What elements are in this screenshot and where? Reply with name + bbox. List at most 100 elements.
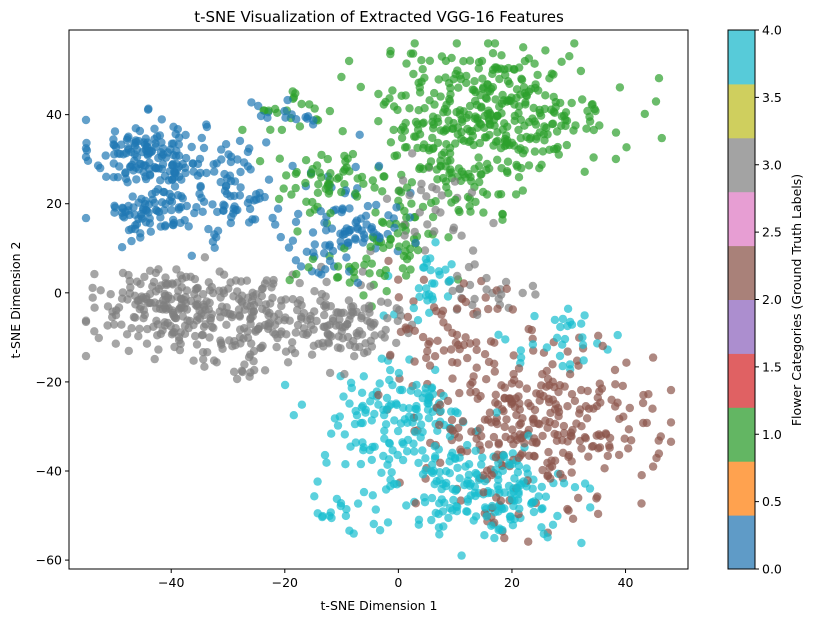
- scatter-point-class-2: [489, 432, 499, 442]
- scatter-point-class-4: [447, 260, 456, 269]
- scatter-point-class-4: [349, 529, 358, 538]
- scatter-point-class-1: [394, 196, 403, 205]
- scatter-point-class-0: [136, 233, 145, 242]
- scatter-point-class-1: [540, 122, 549, 131]
- scatter-point-class-4: [320, 450, 330, 460]
- scatter-point-class-3: [122, 330, 132, 339]
- scatter-point-class-2: [394, 293, 403, 302]
- scatter-point-class-3: [234, 305, 244, 314]
- scatter-point-class-1: [469, 140, 478, 150]
- scatter-point-class-2: [374, 390, 383, 400]
- scatter-point-class-1: [474, 64, 483, 73]
- scatter-point-class-4: [431, 238, 440, 247]
- scatter-point-class-4: [326, 508, 335, 517]
- scatter-point-class-1: [291, 183, 300, 193]
- scatter-point-class-1: [537, 160, 546, 169]
- scatter-point-class-4: [430, 480, 439, 489]
- scatter-point-class-3: [306, 311, 315, 321]
- scatter-point-class-1: [301, 156, 311, 165]
- scatter-point-class-2: [472, 363, 481, 372]
- scatter-point-class-3: [400, 231, 409, 240]
- scatter-point-class-2: [554, 412, 563, 421]
- scatter-point-class-0: [321, 226, 331, 235]
- scatter-point-class-1: [524, 87, 533, 96]
- scatter-point-class-2: [447, 345, 456, 354]
- scatter-point-class-0: [151, 205, 161, 215]
- scatter-point-class-2: [595, 443, 605, 452]
- scatter-point-class-2: [566, 431, 575, 440]
- scatter-point-class-1: [324, 189, 333, 198]
- scatter-point-class-1: [521, 100, 530, 109]
- scatter-point-class-4: [482, 512, 491, 521]
- scatter-point-class-0: [157, 115, 166, 124]
- scatter-point-class-1: [615, 83, 625, 92]
- scatter-point-class-0: [288, 161, 297, 171]
- scatter-point-class-4: [566, 317, 575, 327]
- scatter-point-class-3: [267, 283, 276, 292]
- scatter-point-class-0: [296, 262, 306, 271]
- scatter-point-class-4: [492, 408, 501, 417]
- scatter-point-class-1: [304, 263, 313, 272]
- scatter-point-class-0: [233, 155, 242, 164]
- scatter-point-class-4: [487, 521, 496, 530]
- scatter-point-class-0: [187, 251, 196, 260]
- scatter-point-class-4: [388, 380, 397, 390]
- scatter-point-class-4: [580, 479, 590, 488]
- scatter-point-class-4: [428, 389, 438, 399]
- scatter-point-class-1: [415, 130, 425, 139]
- scatter-point-class-3: [81, 317, 91, 327]
- scatter-point-class-1: [386, 49, 395, 59]
- scatter-point-class-1: [451, 195, 460, 204]
- scatter-point-class-3: [312, 316, 321, 326]
- scatter-point-class-0: [256, 111, 266, 121]
- scatter-point-class-4: [356, 418, 365, 428]
- scatter-point-class-3: [111, 339, 121, 348]
- scatter-point-class-4: [471, 512, 481, 521]
- scatter-point-class-3: [268, 293, 277, 303]
- scatter-point-class-2: [619, 412, 628, 421]
- scatter-point-class-3: [322, 277, 331, 287]
- scatter-point-class-4: [542, 343, 552, 352]
- scatter-point-class-1: [517, 163, 526, 173]
- scatter-point-class-3: [272, 342, 281, 352]
- scatter-point-class-0: [110, 127, 120, 136]
- scatter-point-class-1: [425, 96, 434, 105]
- scatter-point-class-2: [522, 384, 531, 393]
- scatter-point-class-4: [398, 455, 408, 465]
- colorbar-tick-label: 3.0: [762, 157, 782, 172]
- scatter-point-class-4: [402, 447, 412, 456]
- scatter-point-class-1: [488, 83, 498, 92]
- scatter-point-class-1: [285, 275, 294, 285]
- scatter-point-class-3: [358, 267, 367, 276]
- scatter-point-class-3: [238, 367, 247, 377]
- scatter-point-class-4: [477, 460, 486, 469]
- scatter-point-class-4: [543, 533, 552, 542]
- scatter-point-class-0: [174, 172, 184, 181]
- scatter-point-class-2: [439, 346, 449, 355]
- scatter-point-class-1: [430, 88, 439, 98]
- scatter-point-class-1: [337, 72, 346, 82]
- scatter-point-class-0: [236, 167, 245, 177]
- scatter-point-class-3: [258, 284, 267, 293]
- scatter-point-class-0: [316, 207, 325, 216]
- scatter-point-class-4: [577, 538, 586, 548]
- scatter-point-class-3: [226, 278, 235, 287]
- scatter-point-class-2: [644, 390, 653, 399]
- scatter-point-class-3: [174, 333, 184, 342]
- scatter-point-class-3: [185, 316, 195, 326]
- scatter-point-class-1: [266, 125, 275, 134]
- scatter-point-class-3: [228, 342, 237, 351]
- scatter-point-class-2: [538, 431, 547, 441]
- scatter-point-class-2: [593, 509, 603, 519]
- scatter-point-class-1: [398, 222, 407, 231]
- scatter-point-class-2: [502, 284, 511, 293]
- scatter-point-class-1: [471, 112, 480, 121]
- scatter-point-class-3: [288, 338, 297, 347]
- scatter-point-class-0: [132, 175, 141, 184]
- scatter-point-class-1: [326, 209, 335, 218]
- scatter-point-class-3: [437, 191, 446, 200]
- scatter-point-class-3: [448, 286, 457, 296]
- scatter-point-class-0: [199, 143, 209, 153]
- scatter-point-class-1: [553, 142, 562, 152]
- scatter-point-class-4: [361, 405, 370, 415]
